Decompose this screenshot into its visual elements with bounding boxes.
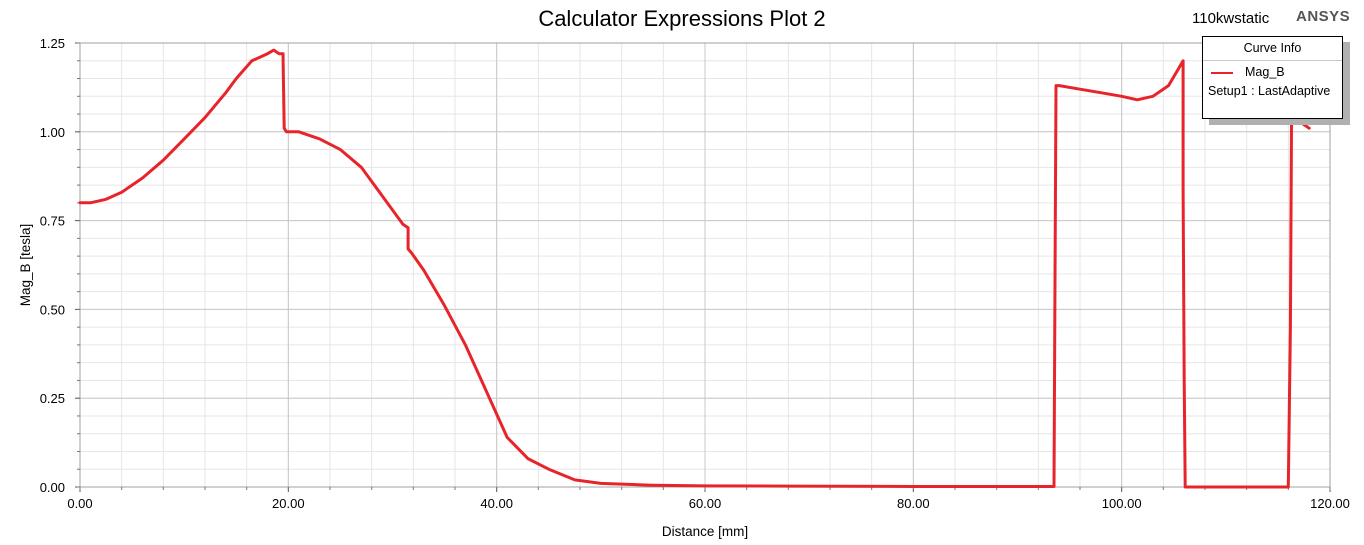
legend-header: Curve Info <box>1243 41 1302 55</box>
project-name: 110kwstatic <box>1192 10 1270 27</box>
y-tick-label: 0.25 <box>40 391 65 406</box>
legend-divider <box>1203 60 1342 61</box>
series-line-mag-b <box>78 48 1311 489</box>
y-tick-label: 1.00 <box>40 125 65 140</box>
y-tick-label: 0.50 <box>40 302 65 317</box>
legend-series-swatch <box>1211 72 1233 74</box>
y-axis-ticks: 0.00 0.25 0.50 0.75 1.00 1.25 <box>40 36 80 495</box>
x-tick-label: 60.00 <box>689 496 722 511</box>
brand-logo: ANSYS <box>1296 8 1351 25</box>
y-tick-label: 0.75 <box>40 214 65 229</box>
x-tick-label: 0.00 <box>67 496 92 511</box>
x-tick-label: 120.00 <box>1310 496 1350 511</box>
x-tick-label: 100.00 <box>1102 496 1142 511</box>
y-tick-label: 0.00 <box>40 480 65 495</box>
x-tick-label: 20.00 <box>272 496 305 511</box>
y-axis-label: Mag_B [tesla] <box>18 224 33 307</box>
x-axis-label: Distance [mm] <box>662 524 748 539</box>
legend-series-name: Mag_B <box>1245 65 1285 79</box>
major-grid <box>79 42 1331 488</box>
x-axis-ticks: 0.00 20.00 40.00 60.00 80.00 100.00 120.00 <box>67 487 1350 511</box>
chart-title: Calculator Expressions Plot 2 <box>538 6 826 31</box>
x-tick-label: 80.00 <box>897 496 930 511</box>
series-layer <box>78 48 1311 489</box>
x-tick-label: 40.00 <box>480 496 513 511</box>
legend-setup-label: Setup1 : LastAdaptive <box>1208 84 1331 98</box>
curve-info-legend[interactable]: Curve Info Mag_B Setup1 : LastAdaptive <box>1202 36 1343 119</box>
y-tick-label: 1.25 <box>40 36 65 51</box>
